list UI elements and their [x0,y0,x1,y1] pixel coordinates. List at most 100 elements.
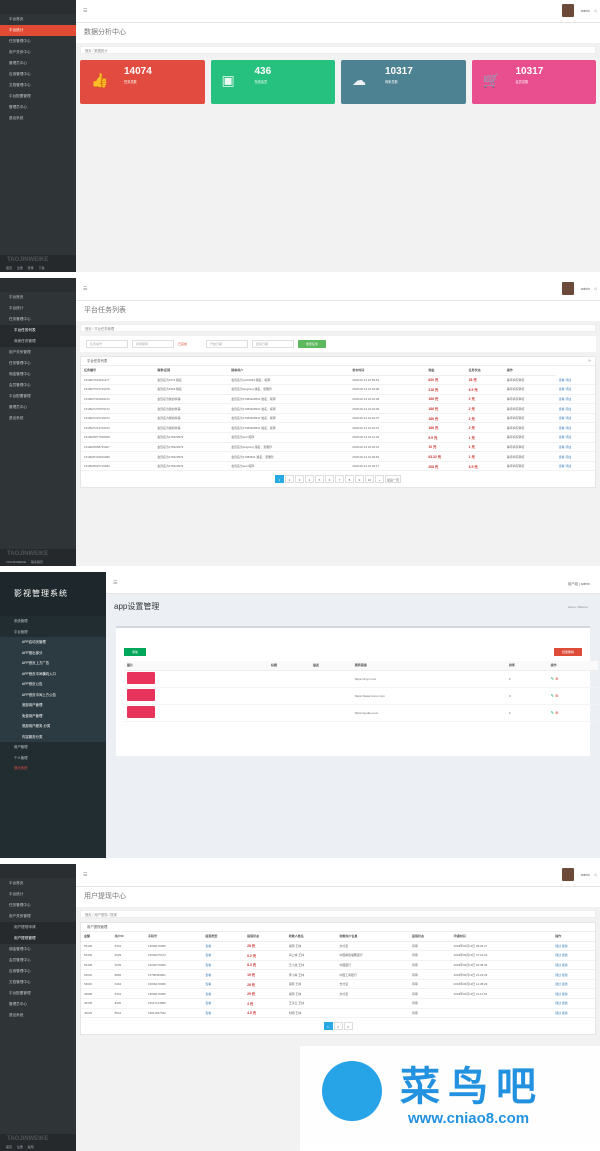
username[interactable]: admin [580,873,590,877]
username[interactable]: admin [580,9,590,13]
filter-end-date[interactable]: 结束日期 [252,340,294,348]
page-link[interactable]: 1 [323,1022,333,1031]
sidebar-item[interactable]: 佣金管理中心 [9,372,31,376]
page-link[interactable]: 5 [314,475,324,484]
table-cell[interactable]: 查看 评估 [555,432,595,443]
edit-icon[interactable]: ✎ [550,676,556,681]
sidebar-item[interactable]: 内容服务分类 [0,731,106,742]
page-link[interactable]: 4 [304,475,314,484]
table-cell[interactable]: 查看 评估 [555,384,595,395]
sidebar-item[interactable]: APP首页公告 [0,679,106,690]
sidebar-item[interactable]: 平台首页 [9,295,24,299]
table-cell[interactable]: 查看 评估 [555,413,595,424]
sidebar-item[interactable]: 平台配置管理 [9,991,31,995]
sidebar-item[interactable]: 用户关系管理 [9,914,31,918]
power-icon[interactable]: ⏻ [594,287,597,291]
page-link[interactable]: 2 [333,1022,343,1031]
sidebar-item[interactable]: 平台统计 [9,306,24,310]
table-cell[interactable]: 查看 [202,950,245,961]
sidebar-item[interactable]: 平台首页 [9,17,24,21]
table-cell[interactable]: 查看 [202,969,245,980]
menu-toggle-icon[interactable]: ☰ [113,580,118,586]
delete-icon[interactable]: ⊗ [555,693,559,698]
sidebar-item[interactable]: 任务管理中心 [9,903,31,907]
table-cell[interactable]: 查看 评估 [555,394,595,405]
sidebar-item[interactable]: 平台任务列表 [0,325,76,336]
sidebar-item[interactable]: 平台首页 [9,881,24,885]
page-link[interactable]: 8 [344,475,354,484]
sidebar-item[interactable]: 用户关系中心 [9,50,31,54]
sidebar-item[interactable]: 平台统计 [0,25,76,36]
sidebar-item[interactable]: 退出系统 [9,416,24,420]
menu-toggle-icon[interactable]: ☰ [83,872,88,878]
power-icon[interactable]: ⏻ [594,9,597,13]
table-cell[interactable]: 查看 评估 [555,375,595,386]
sidebar-item[interactable]: 个人管理 [14,755,28,760]
sidebar-item[interactable]: 平台配置管理 [9,394,31,398]
edit-icon[interactable]: ✎ [550,693,556,698]
refresh-icon[interactable]: ⟳ [588,359,591,363]
sidebar-item[interactable]: 底部用户服务-分类 [0,721,106,732]
sidebar-item[interactable]: 用户提现管理 [0,933,76,944]
filter-task-id[interactable]: 任务编号 [86,340,128,348]
sidebar-item[interactable]: APP推出部分 [0,647,106,658]
delete-icon[interactable]: ⊗ [555,676,559,681]
username[interactable]: admin [580,287,590,291]
sidebar-item[interactable]: 任务管理中心 [9,317,31,321]
sidebar-item[interactable]: APP首页中间横向入口 [0,668,106,679]
sidebar-item[interactable]: 免费用户管理 [0,710,106,721]
table-cell[interactable]: 查看 评估 [555,422,595,434]
sidebar-item[interactable]: APP启动页管理 [0,637,106,648]
avatar[interactable] [562,4,574,17]
avatar[interactable] [562,282,574,295]
table-cell[interactable]: 通过 拒绝 [552,998,595,1009]
sidebar-item[interactable]: 应用管理中心 [9,969,31,973]
page-link[interactable]: » [374,475,384,484]
sidebar-item[interactable]: 系统管理 [14,619,28,623]
table-cell[interactable]: 查看 评估 [555,461,595,472]
table-cell[interactable]: 查看 [202,979,245,990]
page-link[interactable]: 3 [294,475,304,484]
sidebar-item[interactable]: 任务管理中心 [9,361,31,365]
table-cell[interactable]: 查看 评估 [555,403,595,414]
filter-merchant[interactable]: 商家昵称 [132,340,174,348]
footer-links[interactable]: 首页 注册 提现 [6,1145,34,1149]
sidebar-item[interactable]: 退出系统 [9,116,24,120]
sidebar-item[interactable]: 文档管理中心 [9,83,31,87]
sidebar-item[interactable]: 商家任务管理 [0,336,76,347]
page-link[interactable]: 6 [324,475,334,484]
table-cell[interactable]: 通过 拒绝 [552,950,595,961]
table-cell[interactable]: 通过 拒绝 [552,960,595,971]
sidebar-item[interactable]: 用户管理 [14,745,28,749]
page-link[interactable]: 9 [354,475,364,484]
table-cell[interactable]: 查看 [202,1008,245,1019]
table-cell[interactable]: 通过 拒绝 [552,979,595,990]
page-link[interactable]: 7 [334,475,344,484]
menu-toggle-icon[interactable]: ☰ [83,286,88,292]
footer-links[interactable]: 首页 注册 登录 下载 [6,266,45,270]
sidebar-item[interactable]: 应用管理中心 [9,72,31,76]
page-link[interactable]: 最后一页 [384,475,401,484]
sidebar-item[interactable]: 会员管理中心 [9,383,31,387]
avatar[interactable] [562,868,574,881]
sidebar-item[interactable]: 管理员中心 [9,405,27,409]
table-cell[interactable]: 通过 拒绝 [552,941,595,952]
sidebar-item[interactable]: APP首页中间上方公告 [0,689,106,700]
page-link[interactable]: 2 [284,475,294,484]
sidebar-item[interactable]: 管理员中心 [9,1002,27,1006]
sidebar-item[interactable]: 佣金管理中心 [9,947,31,951]
username[interactable]: 用户组 | admin [567,582,590,586]
sidebar-item[interactable]: 用户关系管理 [9,350,31,354]
table-cell[interactable]: 查看 评估 [555,451,595,462]
table-cell[interactable]: 通过 拒绝 [552,988,595,1000]
sidebar-item[interactable]: 平台统计 [9,892,24,896]
table-cell[interactable]: 查看 评估 [555,442,595,453]
filter-status[interactable]: 已完成 [178,342,188,346]
sidebar-item[interactable]: 用户提现申请 [0,922,76,933]
sidebar-item[interactable]: 退出系统 [14,766,28,770]
table-cell[interactable]: 通过 拒绝 [552,1008,595,1019]
sidebar-item[interactable]: 任务管理中心 [9,39,31,43]
filter-start-date[interactable]: 开始日期 [206,340,248,348]
sidebar-item[interactable]: 管理员中心 [9,105,27,109]
table-cell[interactable]: 查看 [202,941,245,952]
